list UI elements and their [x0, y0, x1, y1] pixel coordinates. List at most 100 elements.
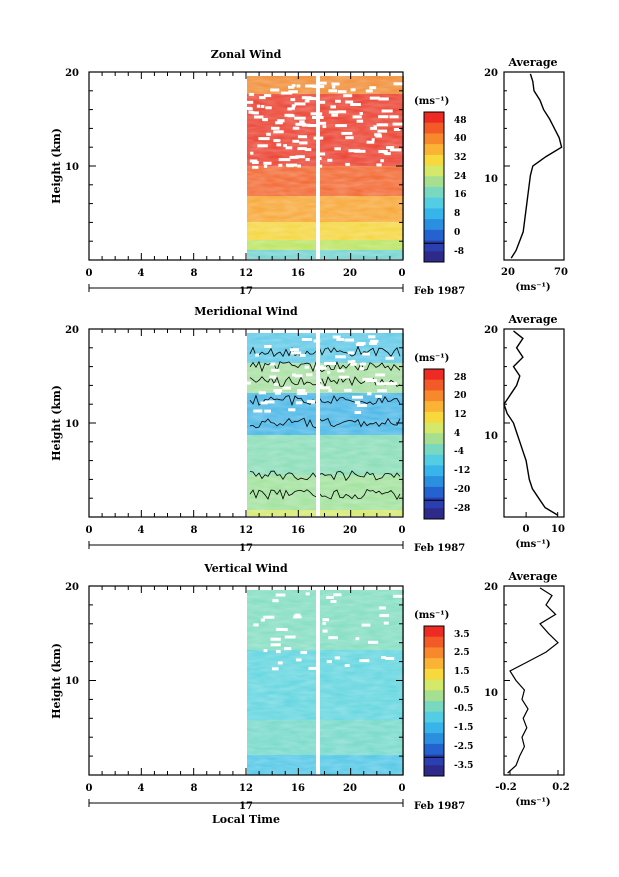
missing-data-block	[369, 86, 377, 90]
x-tick-label: 0	[399, 525, 406, 536]
missing-data-block	[369, 342, 378, 345]
missing-data-block	[263, 649, 268, 653]
missing-data-block	[284, 635, 296, 639]
profile-x-tick: -0.2	[495, 782, 517, 793]
colorbar-swatch	[424, 112, 444, 124]
colorbar-tick: 8	[454, 209, 460, 219]
contour-line	[249, 488, 401, 501]
missing-data-block	[294, 374, 303, 378]
profile-y-tick: 10	[484, 174, 498, 185]
missing-data-block	[368, 335, 376, 339]
missing-data-block	[385, 657, 395, 660]
profile-x-tick: 0	[523, 524, 530, 535]
missing-data-block	[277, 661, 283, 665]
colorbar-swatch	[424, 390, 444, 402]
missing-data-block	[345, 162, 350, 166]
missing-data-block	[350, 103, 361, 106]
missing-data-block	[347, 360, 354, 364]
missing-data-block	[356, 404, 367, 407]
missing-data-block	[307, 124, 318, 127]
missing-data-block	[270, 643, 281, 647]
missing-data-block	[253, 623, 259, 627]
missing-data-block	[275, 593, 286, 597]
average-profile: Average 20 10 0 10 (ms⁻¹)	[484, 313, 565, 550]
missing-data-block	[263, 94, 272, 98]
missing-data-block	[276, 143, 282, 147]
missing-data-block	[322, 618, 330, 622]
missing-data-block	[385, 356, 394, 360]
missing-data-block	[304, 148, 312, 152]
profile-y-tick: 20	[484, 582, 498, 593]
missing-data-block	[295, 122, 307, 126]
missing-data-block	[295, 658, 302, 662]
missing-data-block	[278, 158, 291, 162]
profile-frame	[503, 71, 565, 261]
profile-y-tick: 20	[484, 68, 498, 79]
missing-data-block	[269, 375, 277, 379]
missing-data-block	[373, 125, 377, 129]
missing-data-block	[328, 389, 332, 392]
missing-data-block	[253, 409, 263, 413]
colorbar-frame	[423, 625, 445, 777]
missing-data-block	[283, 144, 287, 148]
missing-data-block	[328, 89, 338, 93]
missing-data-block	[317, 365, 324, 369]
colorbar-swatch	[424, 647, 444, 659]
colorbar-swatch	[424, 219, 444, 231]
missing-data-block	[260, 401, 268, 405]
missing-data-block	[378, 115, 389, 119]
missing-data-block	[324, 362, 336, 365]
missing-data-block	[292, 126, 300, 130]
missing-data-block	[266, 132, 271, 136]
profile-title: Average	[507, 570, 557, 583]
y-tick-label: 20	[65, 582, 79, 593]
colorbar-frame	[423, 111, 445, 263]
missing-data-block	[291, 104, 296, 108]
y-axis-label: Height (km)	[50, 643, 63, 719]
colorbar-swatch	[424, 476, 444, 488]
missing-data-block	[289, 155, 299, 159]
colorbar-tick: 28	[454, 373, 467, 383]
contour-line	[249, 345, 401, 358]
missing-data-block	[305, 84, 316, 88]
x-tick-label: 4	[138, 268, 145, 279]
contour-line	[249, 417, 401, 429]
x-tick-label: 4	[138, 783, 145, 794]
missing-data-block	[332, 85, 336, 89]
missing-data-block	[290, 348, 299, 352]
day-bar: 17	[88, 541, 404, 554]
colorbar-tick: 32	[454, 153, 467, 163]
colorbar-swatch	[424, 411, 444, 424]
axis-ticks	[88, 328, 559, 518]
missing-data-block	[320, 81, 327, 85]
colorbar-swatch	[424, 765, 444, 777]
missing-data-block	[327, 371, 331, 375]
missing-data-block	[322, 621, 326, 625]
missing-data-block	[284, 647, 292, 651]
colorbar-tick: -2.5	[454, 742, 473, 752]
colorbar-swatch	[424, 379, 444, 391]
missing-data-block	[256, 104, 260, 108]
x-tick-label: 0	[399, 268, 406, 279]
date-label: Feb 1987	[414, 286, 465, 297]
missing-data-block	[270, 362, 276, 366]
colorbar-swatch	[424, 165, 444, 177]
missing-data-block	[246, 106, 252, 110]
missing-data-block	[389, 115, 399, 119]
missing-data-block	[352, 395, 364, 399]
colorbar-swatches	[424, 369, 444, 520]
colorbar-swatch	[424, 754, 444, 766]
missing-data-block	[299, 141, 308, 145]
profile-line	[503, 330, 559, 516]
missing-data-block	[361, 623, 371, 627]
y-tick-label: 10	[65, 162, 79, 173]
missing-data-block	[295, 155, 305, 159]
missing-data-block	[338, 375, 350, 379]
missing-data-block	[362, 352, 370, 356]
missing-data-block	[296, 392, 308, 395]
missing-data-block	[275, 121, 283, 125]
day-label: 17	[239, 286, 253, 297]
missing-data-block	[379, 613, 390, 617]
missing-data-block	[354, 401, 361, 405]
missing-data-block	[270, 637, 281, 641]
